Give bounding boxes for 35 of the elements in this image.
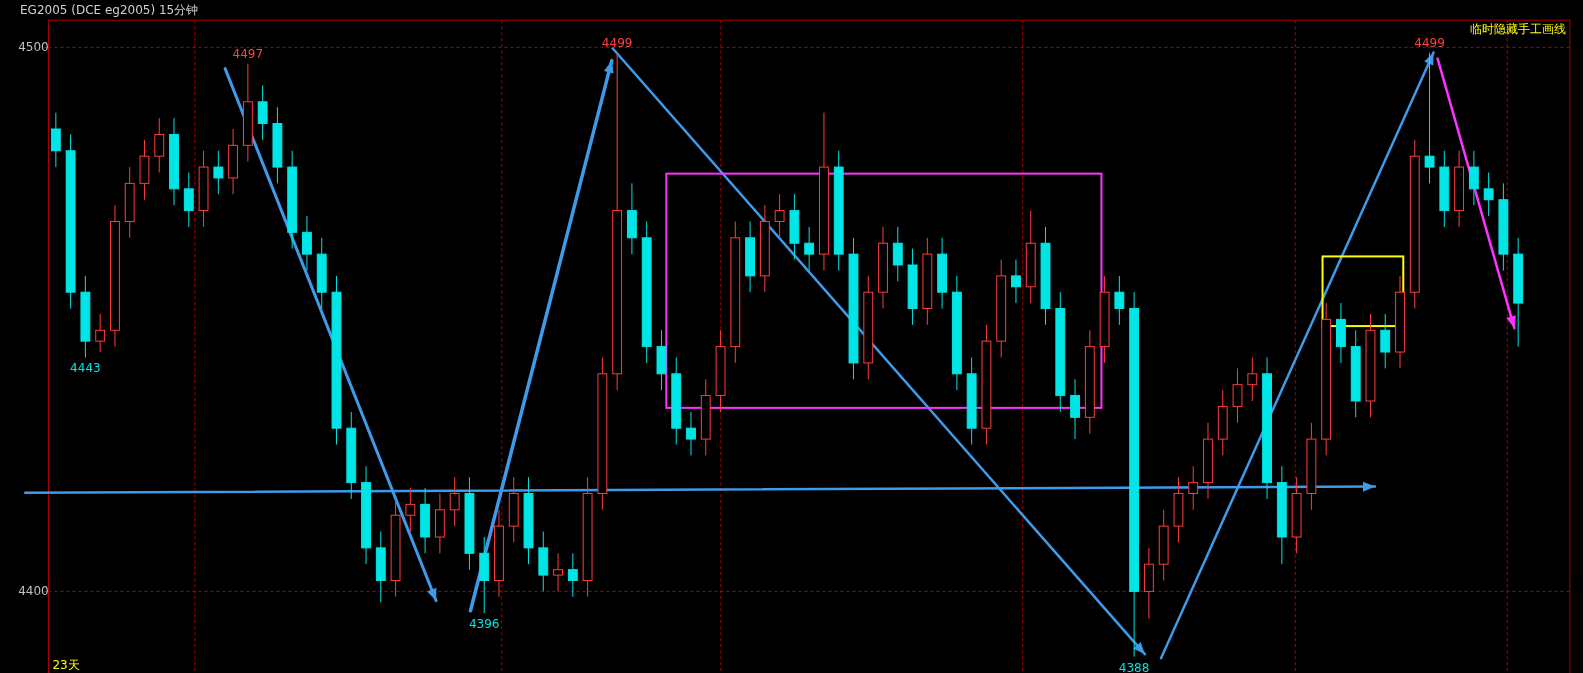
candlestick	[1114, 275, 1125, 326]
candlestick	[95, 313, 106, 353]
candlestick	[774, 193, 785, 239]
annotation: 23天	[52, 658, 80, 672]
candlestick	[213, 150, 224, 195]
candlestick	[1468, 150, 1479, 206]
annotation: 4499	[601, 35, 633, 50]
candlestick	[892, 226, 903, 282]
candlestick	[686, 411, 696, 456]
annotation: 4499	[1414, 35, 1445, 50]
candlestick	[567, 552, 578, 598]
candlestick	[302, 215, 312, 271]
annotation: 4388	[1118, 660, 1150, 673]
candlestick	[154, 117, 165, 174]
annotation: 4497	[232, 46, 264, 61]
chart-title: EG2005 (DCE eg2005) 15分钟	[20, 3, 199, 17]
candlestick	[1247, 356, 1258, 402]
annotation: 4396	[468, 617, 500, 632]
candlestick	[1070, 378, 1080, 440]
candlestick	[183, 172, 194, 228]
candlestick	[1232, 367, 1243, 424]
candlestick	[50, 112, 61, 168]
candlestick	[1483, 172, 1494, 217]
annotation: 临时隐藏手工画线	[1469, 22, 1566, 36]
y-tick-label: 4500	[18, 40, 49, 55]
candlestick	[405, 487, 416, 533]
candlestick	[1188, 465, 1199, 511]
candlestick	[257, 84, 268, 141]
candlestick	[804, 226, 815, 271]
candlestick	[1380, 313, 1391, 369]
candlestick	[553, 552, 563, 592]
y-tick-label: 4400	[18, 584, 49, 599]
annotation: 4443	[70, 361, 101, 376]
candlestick	[449, 476, 460, 527]
candlestick	[1011, 259, 1021, 304]
